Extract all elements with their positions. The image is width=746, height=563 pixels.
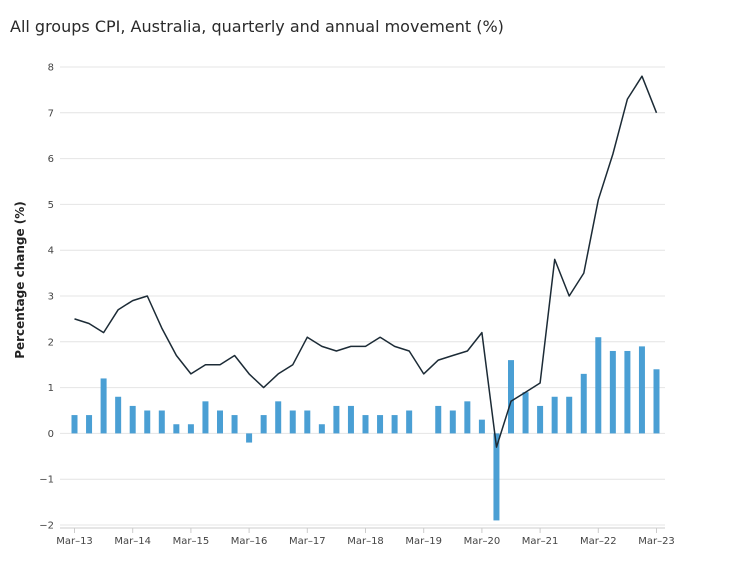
grid-lines: [60, 66, 665, 526]
y-tick-labels: −2 −1 0 1 2 3 4 5 6 7 8: [39, 63, 54, 532]
annual-line: [74, 75, 658, 448]
quarterly-bar: [435, 405, 442, 434]
quarterly-bar: [231, 415, 238, 434]
quarterly-bar: [144, 410, 151, 434]
quarterly-bar: [493, 433, 500, 521]
quarterly-bars: [71, 337, 660, 521]
y-tick-label: 3: [48, 292, 54, 303]
quarterly-bar: [246, 433, 253, 443]
y-tick-label: 7: [48, 108, 54, 119]
quarterly-bar: [508, 360, 514, 434]
quarterly-bar: [115, 396, 122, 434]
quarterly-bar: [173, 424, 180, 434]
quarterly-bar: [129, 405, 136, 434]
y-tick-label: 8: [48, 63, 54, 74]
x-tick-label: Mar–15: [173, 536, 210, 547]
y-tick-label: −1: [39, 475, 54, 486]
quarterly-bar: [187, 424, 194, 434]
chart-title: All groups CPI, Australia, quarterly and…: [10, 17, 504, 36]
x-tick-label: Mar–20: [464, 536, 501, 547]
x-tick-label: Mar–17: [289, 536, 326, 547]
y-tick-label: 4: [48, 246, 54, 257]
quarterly-bar: [202, 401, 209, 434]
quarterly-bar: [595, 337, 602, 434]
quarterly-bar: [624, 350, 631, 434]
x-tick-label: Mar–19: [405, 536, 442, 547]
quarterly-bar: [260, 415, 267, 434]
y-tick-label: 2: [48, 337, 54, 348]
quarterly-bar: [464, 401, 471, 434]
quarterly-bar: [609, 350, 616, 434]
y-tick-label: 5: [48, 200, 54, 211]
quarterly-bar: [580, 373, 587, 434]
y-tick-label: 0: [48, 429, 54, 440]
x-tick-label: Mar–23: [638, 536, 675, 547]
quarterly-bar: [318, 424, 325, 434]
quarterly-bar: [551, 396, 558, 434]
quarterly-bar: [304, 410, 311, 434]
x-tick-label: Mar–22: [580, 536, 617, 547]
quarterly-bar: [566, 396, 573, 434]
quarterly-bar: [217, 410, 223, 434]
quarterly-bar: [377, 415, 384, 434]
x-tick-label: Mar–16: [231, 536, 268, 547]
x-tick-labels: Mar–13 Mar–14 Mar–15 Mar–16 Mar–17 Mar–18 Mar–…: [56, 527, 675, 547]
y-tick-label: 1: [48, 383, 54, 394]
x-tick-label: Mar–21: [522, 536, 559, 547]
quarterly-bar: [522, 392, 529, 434]
quarterly-bar: [449, 410, 456, 434]
quarterly-bar: [537, 405, 544, 434]
quarterly-bar: [362, 415, 369, 434]
x-tick-label: Mar–14: [114, 536, 151, 547]
quarterly-bar: [86, 415, 93, 434]
y-tick-label: 6: [48, 154, 54, 165]
quarterly-bar: [478, 419, 485, 434]
quarterly-bar: [347, 405, 354, 434]
quarterly-bar: [100, 378, 107, 434]
quarterly-bar: [653, 369, 660, 434]
quarterly-bar: [406, 410, 413, 434]
quarterly-bar: [638, 346, 645, 434]
x-tick-label: Mar–18: [347, 536, 384, 547]
quarterly-bar: [333, 405, 340, 434]
quarterly-bar: [275, 401, 282, 434]
quarterly-bar: [158, 410, 165, 434]
x-tick-label: Mar–13: [56, 536, 93, 547]
quarterly-bar: [71, 415, 78, 434]
quarterly-bar: [391, 415, 398, 434]
y-tick-label: −2: [39, 521, 54, 532]
quarterly-bar: [289, 410, 296, 434]
annual-movement-line: [74, 75, 658, 448]
